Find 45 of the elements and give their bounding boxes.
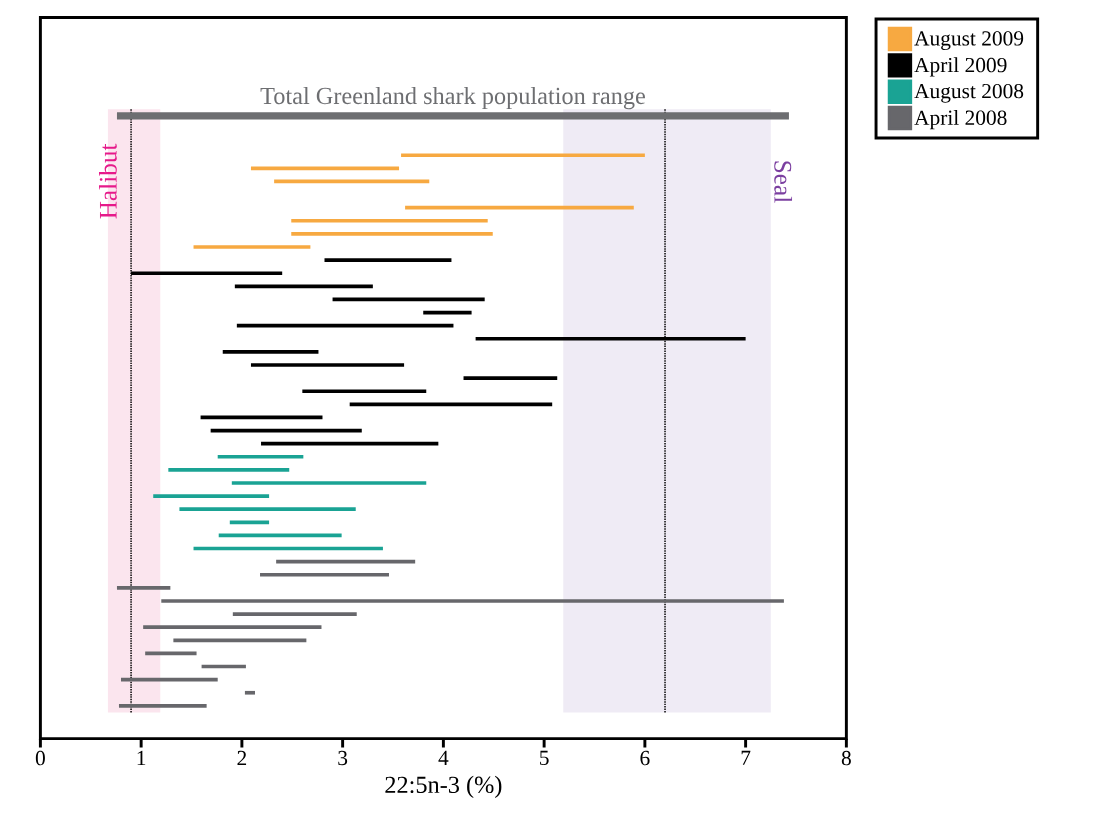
- bar: [232, 612, 357, 616]
- legend-label: April 2009: [914, 57, 1007, 77]
- x-tick-label: 3: [338, 750, 348, 766]
- bar: [244, 690, 255, 695]
- bar: [222, 349, 319, 354]
- bar: [118, 703, 207, 708]
- x-tick-label: 8: [841, 750, 851, 766]
- bar: [173, 638, 307, 643]
- bar: [193, 245, 311, 249]
- x-tick-label: 6: [640, 750, 650, 766]
- bar: [153, 494, 270, 498]
- bar: [250, 363, 405, 367]
- bar: [217, 454, 304, 459]
- bar: [231, 481, 427, 485]
- legend-label: April 2008: [914, 109, 1007, 130]
- band-label: Seal: [774, 161, 793, 203]
- bar: [168, 467, 290, 472]
- bar: [260, 572, 389, 577]
- bar: [463, 376, 558, 380]
- x-tick-label: 4: [438, 750, 449, 765]
- band-label: Halibut: [99, 143, 117, 219]
- legend-label: August 2009: [914, 31, 1024, 50]
- bar: [302, 389, 427, 393]
- bar: [405, 205, 634, 210]
- x-axis-title: 22:5n-3 (%): [385, 775, 502, 798]
- bar: [291, 231, 493, 236]
- bar: [291, 218, 488, 223]
- bar: [349, 402, 553, 407]
- bar: [234, 284, 373, 289]
- x-tick-label: 5: [540, 750, 549, 765]
- legend-label: August 2008: [914, 83, 1024, 103]
- x-tick-label: 2: [237, 750, 247, 765]
- x-tick-label: 1: [137, 750, 146, 765]
- x-tick-label: 7: [741, 750, 751, 765]
- bar: [401, 153, 645, 157]
- series-label: Total Greenland shark population range: [260, 86, 645, 110]
- bar: [324, 258, 452, 262]
- bar: [143, 625, 322, 629]
- bar: [179, 507, 356, 511]
- bar: [161, 599, 784, 603]
- bar: [250, 166, 400, 171]
- x-tick-label: 0: [35, 750, 45, 766]
- bar: [116, 112, 789, 120]
- bar: [229, 520, 270, 525]
- bar: [116, 585, 171, 590]
